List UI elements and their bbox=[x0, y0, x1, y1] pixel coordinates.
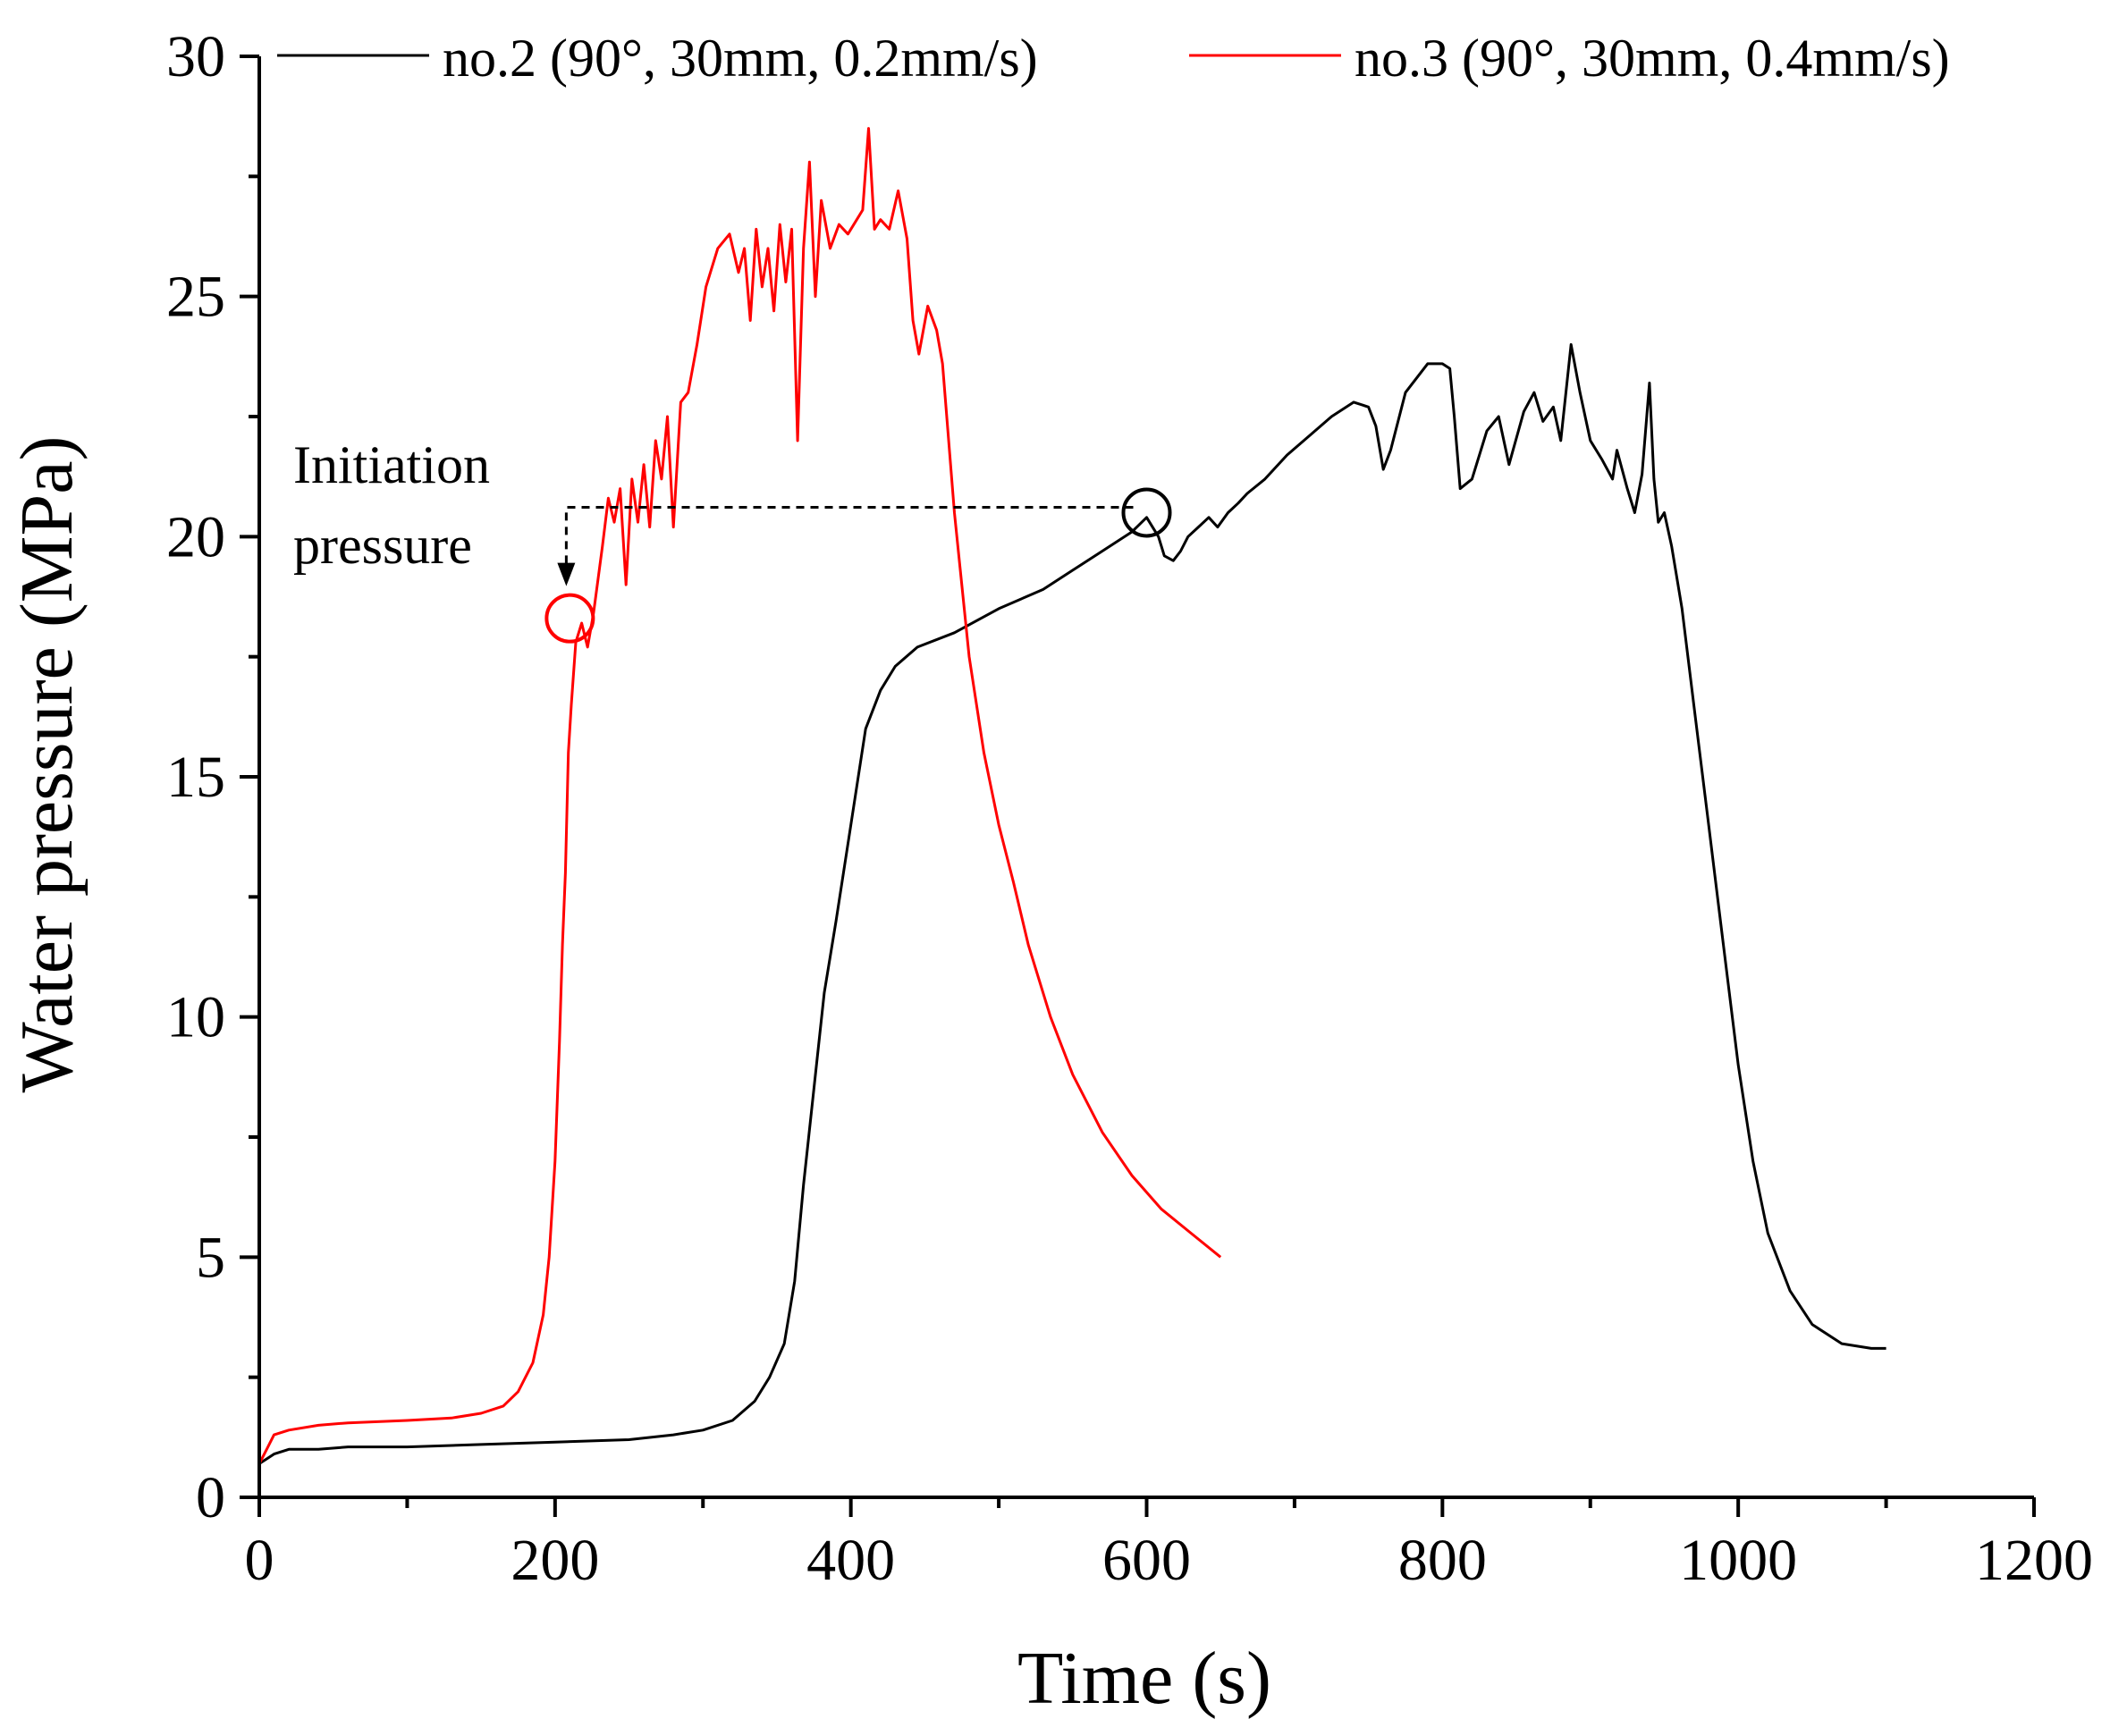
legend-label-no3: no.3 (90°, 30mm, 0.4mm/s) bbox=[1355, 29, 1950, 88]
series-line-no2 bbox=[258, 342, 1886, 1465]
initiation-marker-no3 bbox=[544, 593, 595, 644]
x-axis-ticks: 0 200 400 600 800 1000 1200 bbox=[245, 1497, 2093, 1593]
legend: no.2 (90°, 30mm, 0.2mm/s) no.3 (90°, 30m… bbox=[277, 29, 1950, 88]
x-tick-label: 1200 bbox=[1975, 1528, 2093, 1593]
y-tick-label: 5 bbox=[196, 1225, 225, 1290]
y-tick-label: 25 bbox=[166, 265, 225, 330]
y-tick-label: 20 bbox=[166, 504, 225, 569]
annotation-initiation: Initiation bbox=[293, 435, 490, 494]
y-tick-label: 30 bbox=[166, 24, 225, 89]
x-tick-label: 800 bbox=[1398, 1528, 1487, 1593]
x-axis-title: Time (s) bbox=[1017, 1637, 1271, 1720]
x-tick-label: 400 bbox=[806, 1528, 895, 1593]
series-line-no3 bbox=[257, 127, 1222, 1465]
plot-area bbox=[257, 127, 1886, 1465]
annotation-pressure: pressure bbox=[293, 516, 472, 575]
x-tick-label: 200 bbox=[511, 1528, 599, 1593]
y-tick-label: 10 bbox=[166, 985, 225, 1050]
initiation-marker-no2 bbox=[1121, 487, 1172, 538]
y-axis-ticks: 0 5 10 15 20 25 30 bbox=[166, 24, 259, 1530]
x-tick-label: 600 bbox=[1102, 1528, 1191, 1593]
x-tick-label: 1000 bbox=[1679, 1528, 1797, 1593]
y-tick-label: 15 bbox=[166, 745, 225, 810]
legend-label-no2: no.2 (90°, 30mm, 0.2mm/s) bbox=[443, 29, 1038, 88]
x-tick-label: 0 bbox=[245, 1528, 274, 1593]
annotation-connector bbox=[564, 505, 1134, 569]
y-axis-title: Water pressure (MPa) bbox=[5, 436, 89, 1093]
annotation-arrowhead bbox=[557, 562, 576, 586]
y-tick-label: 0 bbox=[196, 1465, 225, 1530]
